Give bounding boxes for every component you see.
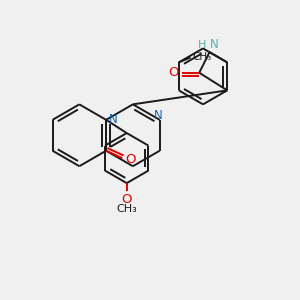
Text: N: N	[109, 113, 118, 126]
Text: N: N	[154, 109, 163, 122]
Text: O: O	[169, 66, 179, 79]
Text: O: O	[122, 193, 132, 206]
Text: O: O	[125, 153, 136, 166]
Text: N: N	[210, 38, 219, 51]
Text: H: H	[198, 40, 206, 50]
Text: CH₃: CH₃	[192, 52, 211, 61]
Text: CH₃: CH₃	[116, 204, 137, 214]
